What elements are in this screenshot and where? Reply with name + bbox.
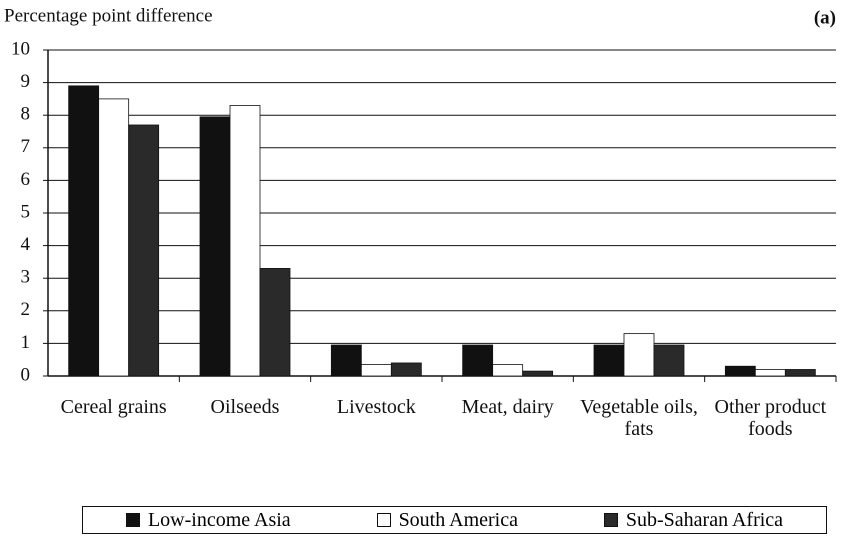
x-tick-label: Cereal grains [60,396,167,418]
plot: Percentage point difference (a) 0 1 2 3 4 5 6 7… [4,5,837,385]
bar [593,344,625,377]
legend: Low-income Asia South America Sub-Saharan … [82,506,827,534]
bar [390,362,422,377]
bar [98,98,130,377]
bar [784,369,816,377]
bar [360,364,392,377]
bar [492,364,524,377]
bar [522,370,554,377]
x-tick-label: Meat, dairy [461,396,554,418]
bar [128,124,160,377]
y-tick-label: 5 [21,201,31,222]
bar [724,365,756,377]
legend-swatch [603,513,618,527]
y-tick-label: 8 [21,104,31,125]
x-tick-label: Vegetable oils, fats [580,396,698,440]
legend-item: Sub-Saharan Africa [603,508,784,532]
x-tick-label: Oilseeds [210,396,280,418]
legend-item: Low-income Asia [125,508,291,532]
panel-label: (a) [814,7,836,28]
y-tick-label: 2 [21,299,31,320]
y-tick-label: 1 [21,332,31,353]
bar [462,344,494,377]
legend-swatch [376,513,391,527]
bar [330,344,362,377]
y-tick-label: 7 [21,136,31,157]
bar [259,268,291,377]
y-tick-label: 3 [21,267,31,288]
y-tick-label: 10 [11,38,30,59]
legend-label: South America [398,508,518,531]
y-tick-label: 9 [21,71,31,92]
x-tick-label: Livestock [336,396,416,418]
chart-title: Percentage point difference [4,5,213,26]
y-tick-label: 4 [21,234,31,255]
legend-label: Sub-Saharan Africa [625,508,784,531]
bar [68,85,100,377]
bar [623,333,655,377]
bar [653,344,685,377]
legend-item: South America [376,508,518,532]
y-tick-label: 0 [21,364,31,385]
bar [229,105,261,377]
legend-label: Low-income Asia [147,508,291,531]
legend-swatch [125,513,140,527]
x-tick-label: Other product foods [714,396,827,440]
bar [199,116,231,377]
bar [754,369,786,377]
y-tick-label: 6 [21,169,31,190]
